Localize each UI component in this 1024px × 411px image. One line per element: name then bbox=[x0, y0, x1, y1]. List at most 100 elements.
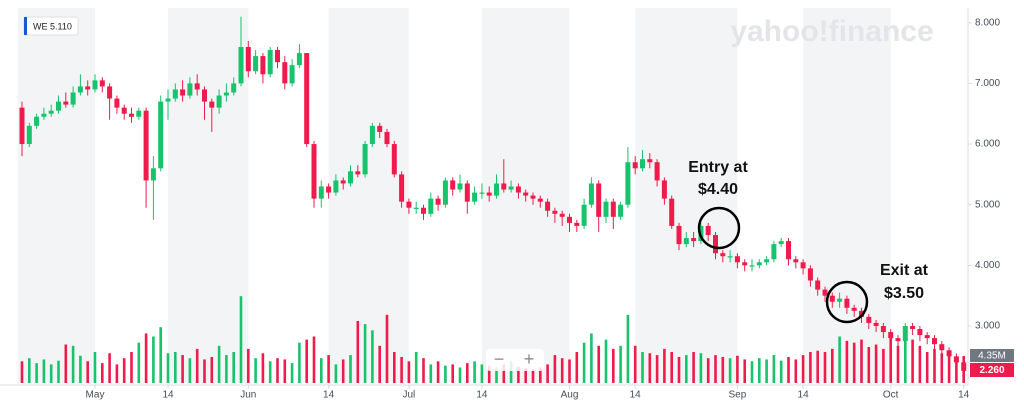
candle-body bbox=[654, 162, 660, 181]
volume-bar bbox=[560, 358, 564, 383]
y-tick-label: 5.000 bbox=[975, 199, 1000, 210]
candle-body bbox=[530, 195, 536, 199]
volume-bar bbox=[203, 359, 206, 383]
annotation-circle bbox=[825, 280, 869, 324]
volume-bar bbox=[670, 352, 673, 383]
annotation-text: $3.50 bbox=[884, 285, 924, 302]
candle-body bbox=[472, 192, 478, 202]
candle-body bbox=[946, 350, 952, 357]
legend-swatch bbox=[24, 17, 27, 35]
candle-body bbox=[209, 101, 215, 108]
volume-bar bbox=[758, 358, 761, 383]
candle-body bbox=[559, 213, 565, 217]
candle-body bbox=[537, 198, 543, 202]
volume-bar bbox=[444, 365, 447, 383]
volume-bar bbox=[261, 353, 265, 383]
volume-bar bbox=[64, 344, 68, 383]
candle-body bbox=[494, 183, 499, 196]
volume-bar bbox=[305, 339, 308, 383]
volume-bar bbox=[728, 358, 732, 383]
candle-body bbox=[749, 265, 755, 267]
volume-bar bbox=[582, 342, 586, 383]
volume-bar bbox=[809, 352, 812, 383]
annotation-text: $4.40 bbox=[698, 181, 738, 198]
volume-bar bbox=[298, 342, 301, 383]
x-tick-label: May bbox=[86, 390, 105, 401]
candle-body bbox=[99, 80, 105, 87]
volume-bar bbox=[955, 358, 958, 383]
volume-bar bbox=[568, 359, 571, 383]
volume-bar bbox=[845, 340, 849, 383]
candle-body bbox=[238, 46, 244, 84]
candle-body bbox=[632, 162, 638, 169]
volume-bar bbox=[736, 355, 739, 383]
candle-body bbox=[807, 268, 813, 281]
candle-body bbox=[304, 53, 310, 145]
candle-body bbox=[129, 113, 134, 117]
volume-bar bbox=[714, 355, 717, 383]
volume-bar bbox=[101, 363, 104, 383]
candle-body bbox=[26, 125, 32, 145]
volume-bar bbox=[677, 356, 681, 383]
candle-body bbox=[588, 183, 594, 205]
candle-body bbox=[683, 238, 689, 245]
candle-body bbox=[756, 262, 762, 266]
candle-body bbox=[961, 362, 967, 371]
x-tick-label: 14 bbox=[630, 390, 642, 401]
candle-body bbox=[574, 222, 580, 226]
volume-bar bbox=[115, 364, 119, 383]
candle-body bbox=[77, 86, 83, 93]
y-tick-label: 7.000 bbox=[975, 78, 1000, 89]
candle-body bbox=[231, 83, 237, 93]
volume-bar bbox=[750, 361, 754, 383]
period-band bbox=[803, 8, 891, 383]
candle-body bbox=[311, 144, 317, 199]
volume-bar bbox=[49, 364, 53, 383]
volume-bar bbox=[889, 336, 892, 383]
candle-body bbox=[742, 262, 748, 266]
volume-bar bbox=[655, 355, 659, 383]
y-tick-label: 4.000 bbox=[975, 260, 1000, 271]
volume-bar bbox=[860, 339, 863, 383]
candle-body bbox=[844, 298, 850, 308]
zoom-out-button[interactable]: − bbox=[494, 349, 505, 369]
candle-body bbox=[486, 192, 492, 196]
candle-body bbox=[158, 101, 164, 169]
candle-body bbox=[647, 159, 653, 163]
volume-bar bbox=[787, 356, 790, 383]
candle-body bbox=[121, 107, 127, 114]
candle-body bbox=[508, 186, 514, 190]
candle-body bbox=[296, 53, 302, 66]
volume-bar bbox=[743, 359, 746, 383]
watermark: yahoo!finance bbox=[730, 15, 933, 48]
candle-body bbox=[734, 256, 740, 263]
y-tick-label: 3.000 bbox=[975, 321, 1000, 332]
candle-body bbox=[202, 89, 207, 102]
candle-body bbox=[428, 198, 434, 214]
volume-bar bbox=[400, 356, 403, 383]
volume-tag-box bbox=[970, 349, 1014, 362]
candle-body bbox=[114, 98, 120, 108]
candle-body bbox=[442, 180, 448, 205]
volume-bar bbox=[195, 348, 199, 383]
volume-bar bbox=[28, 358, 31, 383]
candle-body bbox=[640, 159, 645, 169]
candle-body bbox=[610, 201, 616, 217]
candle-body bbox=[421, 207, 426, 214]
volume-bar bbox=[93, 352, 97, 383]
volume-bar bbox=[648, 353, 652, 383]
candle-body bbox=[180, 89, 186, 96]
candle-body bbox=[567, 216, 572, 223]
candle-body bbox=[786, 241, 791, 260]
volume-bar bbox=[166, 353, 170, 383]
price-tag-box bbox=[970, 363, 1014, 377]
zoom-in-button[interactable]: + bbox=[524, 349, 535, 369]
volume-bar bbox=[823, 352, 827, 383]
volume-bar bbox=[137, 342, 141, 383]
x-tick-label: Oct bbox=[883, 390, 899, 401]
candle-body bbox=[829, 295, 835, 302]
candle-body bbox=[661, 180, 667, 199]
candle-body bbox=[873, 322, 879, 326]
volume-bar bbox=[947, 355, 951, 383]
volume-bar bbox=[276, 358, 279, 383]
